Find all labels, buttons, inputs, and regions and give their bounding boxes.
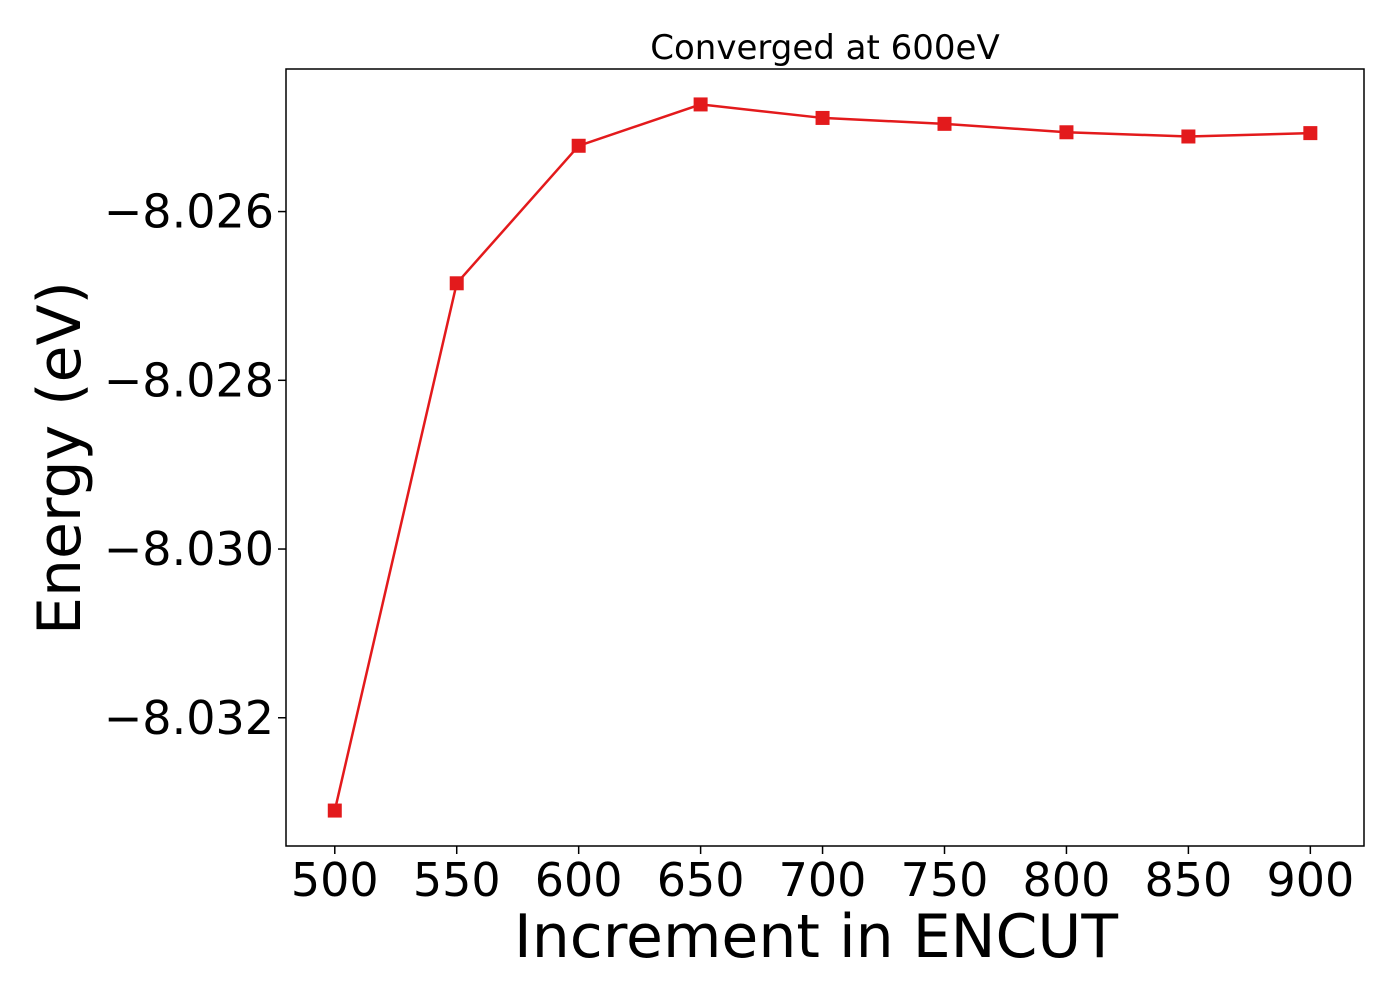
y-tick-label: −8.030	[104, 522, 274, 576]
x-tick-label: 500	[291, 853, 379, 907]
x-tick-label: 800	[1023, 853, 1111, 907]
plot-area-frame	[285, 68, 1365, 847]
series-line	[333, 103, 1311, 811]
y-tick-label: −8.026	[104, 185, 274, 239]
x-tick-label: 650	[657, 853, 745, 907]
series-layer	[327, 97, 1318, 818]
x-tick-label: 750	[901, 853, 989, 907]
x-axis-label: Increment in ENCUT	[514, 902, 1118, 972]
data-point-700	[815, 110, 830, 125]
y-axis-label: Energy (eV)	[25, 281, 95, 635]
x-tick-label: 850	[1144, 853, 1232, 907]
data-point-900	[1303, 126, 1318, 141]
data-point-850	[1181, 129, 1196, 144]
data-point-600	[571, 138, 586, 153]
x-tick-label: 550	[413, 853, 501, 907]
data-point-650	[693, 97, 708, 112]
data-point-800	[1059, 125, 1074, 140]
x-tick-label: 600	[535, 853, 623, 907]
x-axis-ticks: 500 550 600 650 700 750 800 850 900	[291, 846, 1354, 907]
y-axis-ticks: −8.032 −8.030 −8.028 −8.026	[104, 185, 286, 745]
x-tick-label: 900	[1266, 853, 1354, 907]
data-point-500	[327, 803, 342, 818]
chart-title: Converged at 600eV	[650, 28, 999, 68]
y-tick-label: −8.032	[104, 691, 274, 745]
x-tick-label: 700	[779, 853, 867, 907]
data-point-750	[937, 116, 952, 131]
y-tick-label: −8.028	[104, 353, 274, 407]
data-point-550	[449, 276, 464, 291]
